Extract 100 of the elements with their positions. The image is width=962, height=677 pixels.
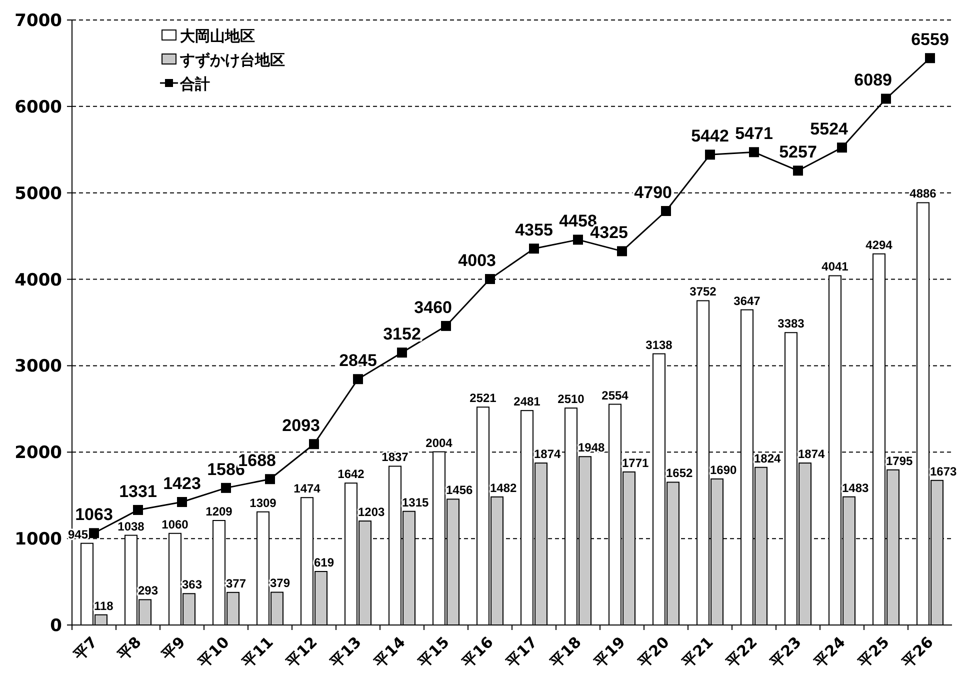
data-label: 1690 xyxy=(710,462,738,477)
point xyxy=(485,274,495,284)
y-tick-label: 4000 xyxy=(14,270,62,290)
data-label: 1474 xyxy=(294,482,321,496)
legend-label: すずかけ台地区 xyxy=(179,51,285,69)
point xyxy=(749,147,759,158)
data-label: 3647 xyxy=(734,294,761,308)
x-tick-label: 平25 xyxy=(854,633,893,672)
y-tick-label: 7000 xyxy=(14,11,62,31)
data-label: 4003 xyxy=(458,251,496,270)
data-label: 379 xyxy=(270,576,290,590)
data-label: 363 xyxy=(182,578,202,592)
data-label: 4355 xyxy=(515,220,553,240)
point xyxy=(881,94,891,104)
point xyxy=(617,246,627,256)
x-tick-label: 平16 xyxy=(458,633,497,672)
x-tick-label: 平11 xyxy=(238,633,277,672)
data-label: 5257 xyxy=(779,142,817,162)
data-label: 1874 xyxy=(534,447,562,462)
legend-label: 合計 xyxy=(179,75,210,93)
x-tick-label: 平20 xyxy=(634,633,673,672)
x-tick-label: 平23 xyxy=(766,633,805,672)
point xyxy=(89,528,99,538)
data-label: 1673 xyxy=(930,464,958,478)
data-label: 1423 xyxy=(163,474,201,494)
data-label: 1038 xyxy=(118,519,145,534)
y-tick-label: 5000 xyxy=(14,184,62,204)
point xyxy=(309,439,319,450)
point xyxy=(661,206,671,216)
data-label: 377 xyxy=(226,576,246,590)
x-tick-label: 平7 xyxy=(69,633,101,665)
data-label: 5524 xyxy=(810,120,849,139)
data-label: 2481 xyxy=(514,394,541,409)
x-tick-label: 平15 xyxy=(414,633,453,672)
data-label: 2093 xyxy=(282,416,320,436)
data-label: 1456 xyxy=(446,483,474,498)
data-label: 1771 xyxy=(622,456,650,470)
point xyxy=(793,166,803,176)
data-label: 1209 xyxy=(206,504,233,519)
point xyxy=(529,244,539,254)
point xyxy=(221,482,231,493)
data-label: 1331 xyxy=(119,482,157,501)
data-label: 3152 xyxy=(383,324,421,344)
x-tick-label: 平18 xyxy=(546,633,585,672)
data-label: 3383 xyxy=(778,316,805,331)
data-label: 6559 xyxy=(911,30,949,50)
point xyxy=(265,474,275,484)
data-label: 1795 xyxy=(886,454,914,468)
point xyxy=(441,320,451,331)
data-label: 2510 xyxy=(558,392,585,406)
data-label: 3460 xyxy=(414,298,452,317)
data-label: 619 xyxy=(314,556,334,570)
data-label: 2004 xyxy=(426,436,453,450)
data-label: 1652 xyxy=(666,466,694,480)
data-label: 2845 xyxy=(339,351,377,370)
data-label: 1063 xyxy=(75,505,113,524)
data-label: 1642 xyxy=(338,467,365,482)
x-tick-label: 平24 xyxy=(810,633,849,672)
point xyxy=(837,142,847,153)
data-label: 5442 xyxy=(691,126,729,146)
y-tick-label: 1000 xyxy=(14,530,62,550)
data-label: 2554 xyxy=(602,388,629,402)
x-tick-label: 平9 xyxy=(157,633,189,665)
data-label: 1203 xyxy=(358,505,386,520)
point xyxy=(133,504,143,515)
x-tick-label: 平10 xyxy=(194,633,233,672)
data-label: 1837 xyxy=(382,450,409,464)
point xyxy=(705,150,715,160)
data-label: 4886 xyxy=(910,186,937,201)
data-label: 4790 xyxy=(634,183,672,202)
data-label: 293 xyxy=(138,584,158,598)
data-label: 3138 xyxy=(646,338,673,352)
x-tick-label: 平8 xyxy=(113,633,145,665)
data-label: 118 xyxy=(94,598,114,613)
data-label: 1824 xyxy=(754,451,782,466)
x-tick-label: 平12 xyxy=(282,633,321,672)
data-label: 1482 xyxy=(490,480,518,495)
data-label: 1315 xyxy=(402,495,430,510)
point xyxy=(177,497,187,508)
y-tick-label: 3000 xyxy=(14,356,62,377)
x-tick-label: 平13 xyxy=(326,633,365,672)
data-label: 4294 xyxy=(866,238,893,252)
x-tick-label: 平17 xyxy=(502,633,541,672)
x-tick-label: 平21 xyxy=(678,633,717,672)
point xyxy=(925,53,935,64)
data-label: 1948 xyxy=(578,440,606,455)
data-label: 5471 xyxy=(735,124,773,144)
data-label: 1483 xyxy=(842,480,870,495)
x-tick-label: 平14 xyxy=(370,633,409,672)
y-tick-label: 2000 xyxy=(14,443,62,464)
x-tick-label: 平19 xyxy=(590,633,629,672)
data-label: 2521 xyxy=(470,391,497,406)
x-tick-label: 平26 xyxy=(898,633,937,672)
data-label: 1309 xyxy=(250,496,277,510)
legend-label: 大岡山地区 xyxy=(180,27,255,45)
point xyxy=(397,348,407,358)
point xyxy=(353,374,363,384)
data-label: 6089 xyxy=(854,70,892,90)
y-tick-label: 6000 xyxy=(14,97,62,118)
x-tick-label: 平22 xyxy=(722,633,761,672)
